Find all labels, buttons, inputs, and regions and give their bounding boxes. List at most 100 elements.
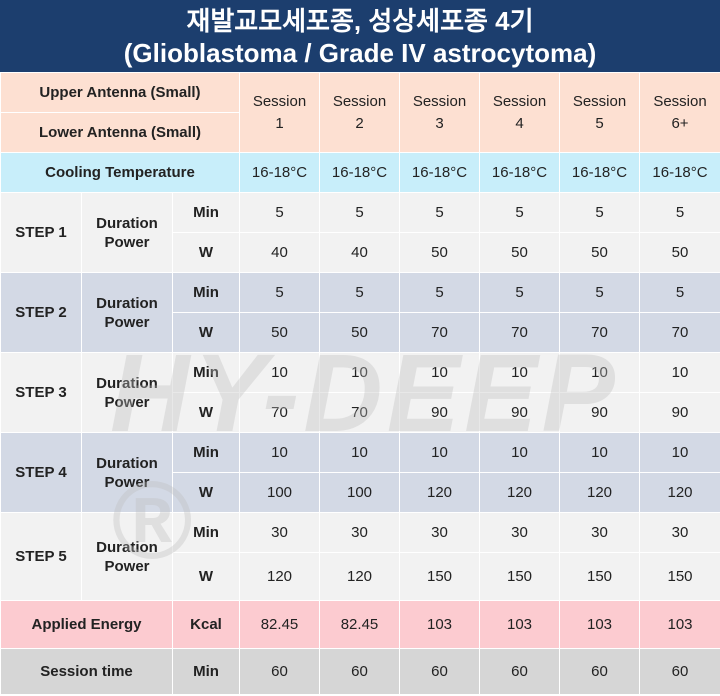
power-value: 70 [559,312,640,353]
duration-value: 5 [479,272,560,313]
duration-value: 30 [639,512,720,553]
power-value: 90 [479,392,560,433]
duration-label: Duration [96,294,158,312]
unit-min: Min [172,512,240,553]
duration-value: 30 [479,512,560,553]
step-row-min: STEP 3 Duration Power Min 10 10 10 10 10 10 [0,352,720,433]
duration-value: 30 [559,512,640,553]
power-value: 120 [319,552,400,601]
energy-row: Applied Energy Kcal 82.45 82.45 103 103 103 103 [0,600,720,649]
session-time-label: Session time [0,648,173,695]
duration-value: 10 [399,432,480,473]
duration-value: 30 [319,512,400,553]
step-row-min: STEP 5 Duration Power Min 30 30 30 30 30 30 [0,512,720,601]
power-value: 100 [239,472,320,513]
power-value: 50 [639,232,720,273]
step-parameters: Duration Power [81,352,173,433]
duration-value: 5 [399,192,480,233]
duration-value: 10 [639,352,720,393]
unit-min: Min [172,272,240,313]
energy-value: 103 [639,600,720,649]
duration-value: 10 [559,432,640,473]
session-time-unit: Min [172,648,240,695]
duration-value: 10 [479,352,560,393]
step-parameters: Duration Power [81,272,173,353]
step-row-w: W 50 50 70 70 70 70 [1,312,720,353]
power-value: 70 [319,392,400,433]
power-value: 100 [319,472,400,513]
cooling-value: 16-18°C [559,152,640,193]
session-time-row: Session time Min 60 60 60 60 60 60 [0,648,720,695]
duration-label: Duration [96,538,158,556]
duration-value: 30 [399,512,480,553]
step-row-min: STEP 2 Duration Power Min 5 5 5 5 5 5 [0,272,720,353]
power-value: 90 [559,392,640,433]
energy-value: 103 [399,600,480,649]
unit-w: W [172,392,240,433]
power-value: 150 [559,552,640,601]
step-label: STEP 1 [0,192,82,273]
session-time-value: 60 [479,648,560,695]
step-row-w: W 100 100 120 120 120 120 [1,472,720,513]
step-parameters: Duration Power [81,432,173,513]
power-value: 50 [319,312,400,353]
cooling-value: 16-18°C [479,152,560,193]
title-banner: 재발교모세포종, 성상세포종 4기 (Glioblastoma / Grade … [0,0,720,72]
duration-value: 5 [239,272,320,313]
power-value: 150 [479,552,560,601]
power-label: Power [104,393,150,411]
power-value: 50 [559,232,640,273]
step-label: STEP 5 [0,512,82,601]
step-label: STEP 4 [0,432,82,513]
duration-value: 10 [319,352,400,393]
duration-value: 5 [559,272,640,313]
power-value: 70 [239,392,320,433]
step-row-min: STEP 4 Duration Power Min 10 10 10 10 10 10 [0,432,720,513]
unit-w: W [172,232,240,273]
session-header-6: Session 6+ [639,72,720,153]
cooling-value: 16-18°C [319,152,400,193]
duration-label: Duration [96,214,158,232]
duration-value: 10 [319,432,400,473]
power-value: 50 [479,232,560,273]
duration-value: 5 [319,272,400,313]
session-header-4: Session 4 [479,72,560,153]
session-time-value: 60 [239,648,320,695]
session-header-5: Session 5 [559,72,640,153]
lower-antenna-label: Lower Antenna (Small) [0,112,240,153]
energy-value: 82.45 [319,600,400,649]
session-header-3: Session 3 [399,72,480,153]
duration-label: Duration [96,454,158,472]
power-value: 150 [639,552,720,601]
duration-value: 5 [559,192,640,233]
power-label: Power [104,473,150,491]
power-label: Power [104,557,150,575]
step-label: STEP 3 [0,352,82,433]
session-time-value: 60 [399,648,480,695]
cooling-value: 16-18°C [239,152,320,193]
power-label: Power [104,233,150,251]
power-value: 90 [639,392,720,433]
power-value: 120 [559,472,640,513]
duration-value: 10 [399,352,480,393]
power-value: 70 [399,312,480,353]
power-value: 120 [639,472,720,513]
duration-value: 30 [239,512,320,553]
power-value: 50 [399,232,480,273]
energy-value: 103 [479,600,560,649]
unit-w: W [172,552,240,601]
unit-w: W [172,472,240,513]
step-row-w: W 40 40 50 50 50 50 [1,232,720,273]
session-header-1: Session 1 [239,72,320,153]
duration-value: 10 [559,352,640,393]
power-value: 40 [319,232,400,273]
session-header-2: Session 2 [319,72,400,153]
power-value: 120 [479,472,560,513]
duration-value: 5 [319,192,400,233]
protocol-table: Upper Antenna (Small) Session 1 Session 2 … [0,72,720,695]
step-row-w: W 70 70 90 90 90 90 [1,392,720,433]
unit-min: Min [172,192,240,233]
power-value: 70 [479,312,560,353]
energy-value: 82.45 [239,600,320,649]
power-label: Power [104,313,150,331]
